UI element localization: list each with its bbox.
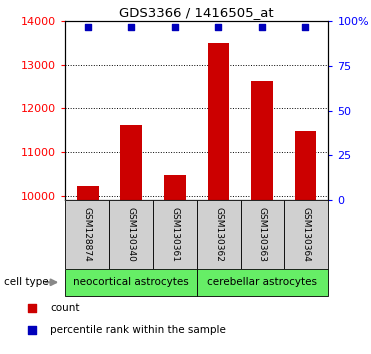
Point: [85, 24, 91, 29]
Title: GDS3366 / 1416505_at: GDS3366 / 1416505_at: [119, 6, 274, 19]
Bar: [197, 269, 328, 296]
Text: GSM130363: GSM130363: [258, 207, 267, 262]
Text: cerebellar astrocytes: cerebellar astrocytes: [207, 277, 318, 287]
Point: [259, 24, 265, 29]
Text: GSM130361: GSM130361: [170, 207, 179, 262]
Point: [128, 24, 134, 29]
Text: GSM130364: GSM130364: [302, 207, 311, 262]
Text: GSM130340: GSM130340: [126, 207, 135, 262]
Bar: [295, 131, 316, 200]
Bar: [164, 175, 186, 200]
Bar: [153, 200, 197, 269]
Bar: [251, 81, 273, 200]
Point: [216, 24, 221, 29]
Bar: [240, 200, 285, 269]
Bar: [65, 200, 109, 269]
Bar: [197, 200, 240, 269]
Bar: [65, 269, 197, 296]
Bar: [207, 44, 229, 200]
Bar: [121, 125, 142, 200]
Text: GSM130362: GSM130362: [214, 207, 223, 262]
Point: [172, 24, 178, 29]
Bar: [109, 200, 153, 269]
Bar: [77, 185, 99, 200]
Text: cell type: cell type: [4, 277, 48, 287]
Bar: [285, 200, 328, 269]
Text: GSM128874: GSM128874: [82, 207, 91, 262]
Text: count: count: [50, 303, 80, 314]
Point: [302, 24, 308, 29]
Text: neocortical astrocytes: neocortical astrocytes: [73, 277, 188, 287]
Text: percentile rank within the sample: percentile rank within the sample: [50, 325, 226, 335]
